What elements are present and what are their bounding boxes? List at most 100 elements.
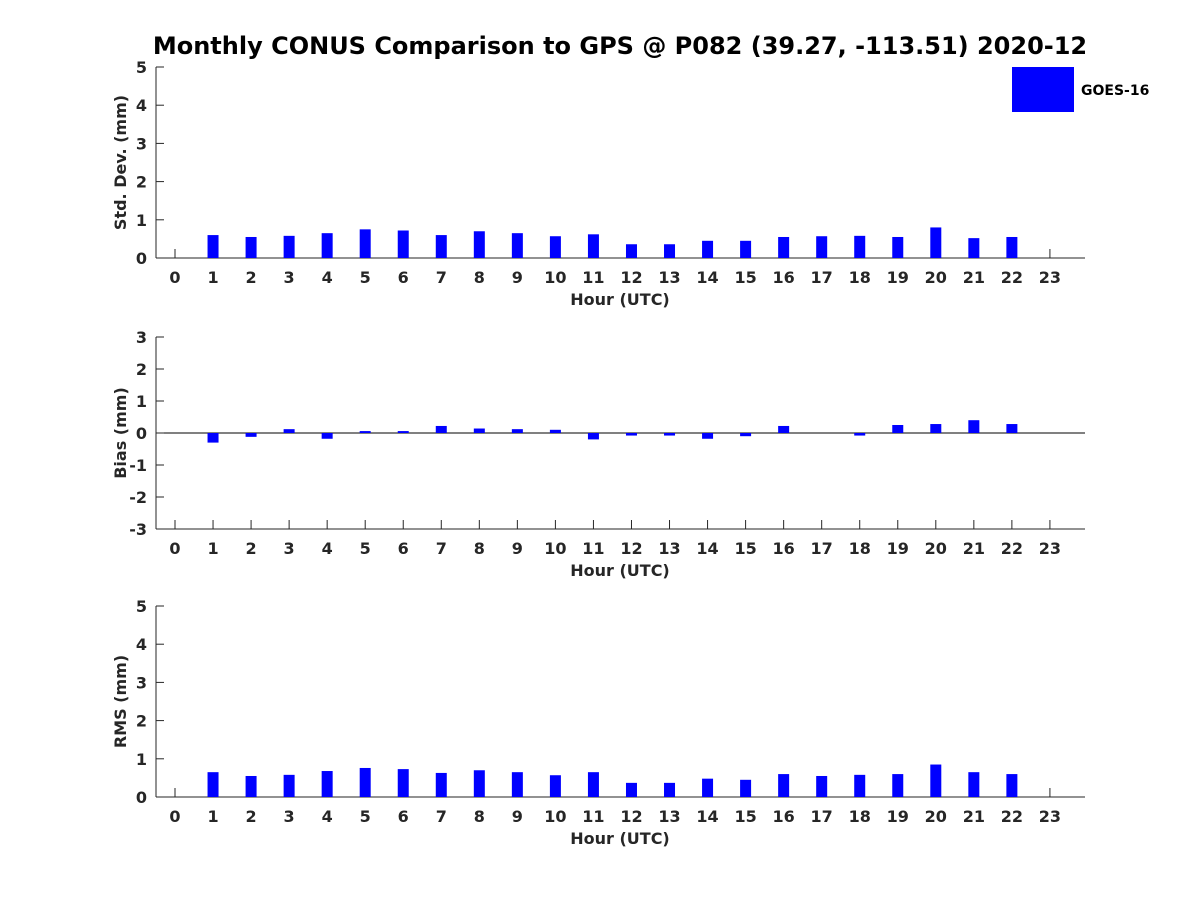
x-axis-label: Hour (UTC) xyxy=(570,561,670,580)
x-tick-label: 23 xyxy=(1039,807,1061,826)
bar-hour-17 xyxy=(816,236,828,258)
bar-hour-3 xyxy=(283,774,295,797)
bar-hour-20 xyxy=(930,424,942,433)
x-tick-label: 0 xyxy=(169,268,180,287)
x-tick-label: 11 xyxy=(582,539,604,558)
y-axis-label: Bias (mm) xyxy=(111,387,130,479)
bar-hour-4 xyxy=(321,771,333,797)
bar-hour-13 xyxy=(664,244,676,258)
x-tick-label: 4 xyxy=(322,807,333,826)
bar-hour-20 xyxy=(930,764,942,797)
x-tick-label: 18 xyxy=(849,268,871,287)
y-tick-label: -3 xyxy=(129,520,147,539)
x-tick-label: 0 xyxy=(169,539,180,558)
bar-hour-1 xyxy=(207,235,219,258)
x-tick-label: 9 xyxy=(512,268,523,287)
bar-hour-15 xyxy=(740,779,752,797)
x-tick-label: 22 xyxy=(1001,807,1023,826)
x-tick-label: 14 xyxy=(696,268,718,287)
x-tick-label: 23 xyxy=(1039,268,1061,287)
x-tick-label: 23 xyxy=(1039,539,1061,558)
x-tick-label: 8 xyxy=(474,807,485,826)
y-tick-label: -2 xyxy=(129,488,147,507)
legend: GOES-16 xyxy=(1012,67,1149,112)
x-tick-label: 13 xyxy=(658,807,680,826)
x-tick-label: 4 xyxy=(322,268,333,287)
x-tick-label: 22 xyxy=(1001,539,1023,558)
x-tick-label: 13 xyxy=(658,268,680,287)
x-tick-label: 5 xyxy=(360,539,371,558)
x-tick-label: 2 xyxy=(246,807,257,826)
bar-hour-6 xyxy=(397,431,409,433)
x-tick-label: 3 xyxy=(284,539,295,558)
bar-hour-9 xyxy=(511,429,523,433)
y-tick-label: 0 xyxy=(136,424,147,443)
x-tick-label: 20 xyxy=(925,539,947,558)
y-tick-label: 2 xyxy=(136,360,147,379)
bar-hour-18 xyxy=(854,433,866,436)
bar-hour-19 xyxy=(892,774,904,797)
bar-hour-20 xyxy=(930,227,942,258)
x-tick-label: 21 xyxy=(963,807,985,826)
x-tick-label: 7 xyxy=(436,807,447,826)
bar-hour-2 xyxy=(245,433,257,437)
x-tick-label: 8 xyxy=(474,539,485,558)
x-axis-label: Hour (UTC) xyxy=(570,290,670,309)
bar-hour-7 xyxy=(435,772,447,797)
bar-hour-4 xyxy=(321,433,333,439)
x-tick-label: 15 xyxy=(734,268,756,287)
bar-hour-13 xyxy=(664,782,676,797)
bar-hour-9 xyxy=(511,772,523,797)
x-tick-label: 19 xyxy=(887,539,909,558)
x-tick-label: 3 xyxy=(284,268,295,287)
bar-hour-22 xyxy=(1006,236,1018,258)
bar-hour-22 xyxy=(1006,424,1018,433)
y-tick-label: 1 xyxy=(136,750,147,769)
x-tick-label: 5 xyxy=(360,268,371,287)
y-tick-label: 2 xyxy=(136,173,147,192)
bar-hour-2 xyxy=(245,236,257,258)
bar-hour-16 xyxy=(778,425,790,433)
x-tick-label: 2 xyxy=(246,268,257,287)
bar-hour-21 xyxy=(968,238,980,258)
bar-hour-19 xyxy=(892,425,904,433)
x-tick-label: 6 xyxy=(398,807,409,826)
bar-hour-6 xyxy=(397,769,409,797)
x-tick-label: 6 xyxy=(398,268,409,287)
x-tick-label: 17 xyxy=(811,268,833,287)
x-tick-label: 17 xyxy=(811,539,833,558)
bar-hour-5 xyxy=(359,767,371,797)
x-tick-label: 11 xyxy=(582,807,604,826)
bar-hour-12 xyxy=(625,782,637,797)
x-tick-label: 22 xyxy=(1001,268,1023,287)
x-tick-label: 10 xyxy=(544,807,566,826)
x-tick-label: 18 xyxy=(849,807,871,826)
bar-hour-11 xyxy=(587,433,599,440)
x-tick-label: 12 xyxy=(620,268,642,287)
bar-hour-9 xyxy=(511,233,523,258)
bar-hour-14 xyxy=(702,240,714,258)
bar-hour-1 xyxy=(207,433,219,443)
y-tick-label: 3 xyxy=(136,673,147,692)
bar-hour-11 xyxy=(587,234,599,258)
bar-hour-8 xyxy=(473,770,485,797)
bar-hour-5 xyxy=(359,431,371,433)
bar-hour-14 xyxy=(702,433,714,439)
x-axis-label: Hour (UTC) xyxy=(570,829,670,848)
y-tick-label: 5 xyxy=(136,597,147,616)
x-tick-label: 19 xyxy=(887,268,909,287)
x-tick-label: 0 xyxy=(169,807,180,826)
x-tick-label: 10 xyxy=(544,268,566,287)
bar-hour-15 xyxy=(740,433,752,437)
legend-label: GOES-16 xyxy=(1081,83,1149,99)
bar-hour-12 xyxy=(625,433,637,436)
bar-hour-13 xyxy=(664,433,676,436)
bar-hour-5 xyxy=(359,229,371,258)
bar-hour-1 xyxy=(207,772,219,797)
bar-hour-2 xyxy=(245,775,257,797)
x-tick-label: 1 xyxy=(207,539,218,558)
y-tick-label: 5 xyxy=(136,58,147,77)
